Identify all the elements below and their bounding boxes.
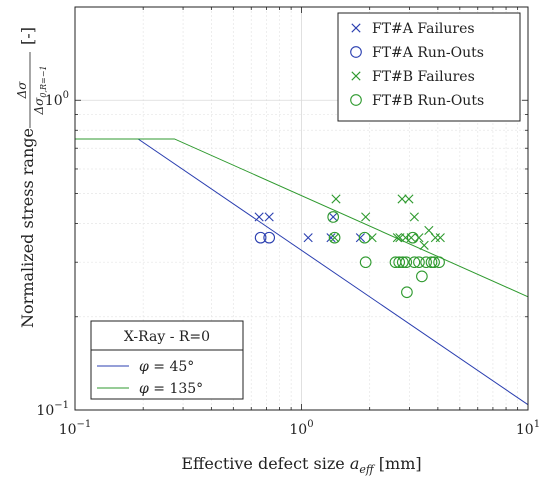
data-point — [409, 212, 419, 222]
axis-ticks: 10−1 100 101 10−1 100 — [36, 6, 540, 438]
data-point — [430, 233, 440, 243]
legend-entry-label: FT#B Run-Outs — [372, 93, 484, 109]
data-point — [361, 212, 371, 222]
legend-entry-label: FT#B Failures — [372, 69, 475, 85]
data-point — [328, 212, 338, 222]
data-point — [413, 256, 425, 269]
y-axis-label-text: Normalized stress range — [18, 128, 37, 328]
x-tick-label: 100 — [289, 419, 313, 438]
data-point — [406, 231, 419, 244]
legend-top: FT#A Failures FT#A Run-Outs FT#B Failures F… — [337, 12, 521, 122]
data-point — [420, 256, 432, 269]
legend-bottom-box — [90, 320, 244, 400]
data-point — [328, 231, 341, 244]
data-point — [428, 256, 440, 269]
data-point — [327, 211, 340, 223]
data-point — [397, 194, 407, 204]
marker-stroke — [419, 240, 429, 250]
marker-stroke — [264, 212, 274, 222]
data-point — [393, 256, 406, 269]
y-tick-label: 10−1 — [36, 400, 69, 419]
data-point — [401, 286, 413, 299]
data-point — [414, 233, 424, 243]
marker-stroke — [435, 233, 445, 243]
data-point — [358, 231, 371, 244]
marker-stroke — [331, 194, 341, 204]
y-axis-label-unit: [-] — [18, 27, 37, 45]
data-point — [263, 231, 276, 244]
data-point — [254, 231, 267, 244]
legend-entry-label: φ = 45° — [139, 359, 194, 375]
data-point — [396, 256, 409, 269]
legend-entry-label: FT#A Run-Outs — [372, 45, 484, 61]
data-point — [400, 256, 413, 269]
data-point — [331, 194, 341, 204]
legend-bottom: X-Ray - R=0 φ = 45° φ = 135° — [90, 320, 244, 400]
legend-marker — [351, 23, 361, 33]
data-point — [355, 233, 365, 243]
marker-stroke — [330, 233, 340, 243]
data-point — [254, 212, 264, 222]
data-point — [419, 240, 429, 250]
marker-stroke — [361, 212, 371, 222]
y-axis-label: Normalized stress range Δσ Δσ0,R=−1 [-] — [15, 27, 48, 328]
marker-stroke — [351, 71, 361, 81]
model-lines — [75, 138, 529, 406]
marker-stroke — [404, 194, 414, 204]
legend-marker — [351, 71, 361, 81]
data-point — [408, 256, 421, 269]
y-axis-label-denominator: Δσ0,R=−1 — [32, 65, 48, 115]
legend-top-box — [337, 12, 521, 122]
legend-entry-label: FT#A Failures — [372, 21, 475, 37]
model-line — [75, 138, 529, 298]
marker-stroke — [254, 212, 264, 222]
legend-entry-label: φ = 135° — [139, 381, 203, 397]
x-axis-label: Effective defect size aeff [mm] — [181, 454, 421, 476]
data-point — [392, 233, 402, 243]
marker-stroke — [303, 233, 313, 243]
y-axis-label-numerator: Δσ — [15, 81, 29, 100]
marker-stroke — [326, 233, 336, 243]
data-point — [416, 270, 428, 283]
data-point — [330, 233, 340, 243]
data-point — [264, 212, 274, 222]
marker-stroke — [397, 194, 407, 204]
marker-stroke — [409, 212, 419, 222]
data-point — [435, 233, 445, 243]
legend-marker — [350, 46, 362, 58]
data-point — [433, 256, 445, 269]
data-point — [359, 256, 372, 269]
data-point — [425, 256, 438, 269]
legend-marker — [350, 94, 362, 106]
marker-stroke — [392, 233, 402, 243]
marker-stroke — [328, 212, 338, 222]
marker-stroke — [414, 233, 424, 243]
y-tick-label: 100 — [45, 90, 69, 109]
data-point — [404, 194, 414, 204]
x-tick-label: 10−1 — [59, 419, 92, 438]
marker-stroke — [355, 233, 365, 243]
marker-stroke — [351, 23, 361, 33]
x-tick-label: 101 — [516, 419, 540, 438]
marker-stroke — [424, 225, 434, 235]
data-point — [303, 233, 313, 243]
data-point — [326, 233, 336, 243]
legend-bottom-title: X-Ray - R=0 — [124, 329, 210, 345]
data-points — [254, 194, 445, 299]
